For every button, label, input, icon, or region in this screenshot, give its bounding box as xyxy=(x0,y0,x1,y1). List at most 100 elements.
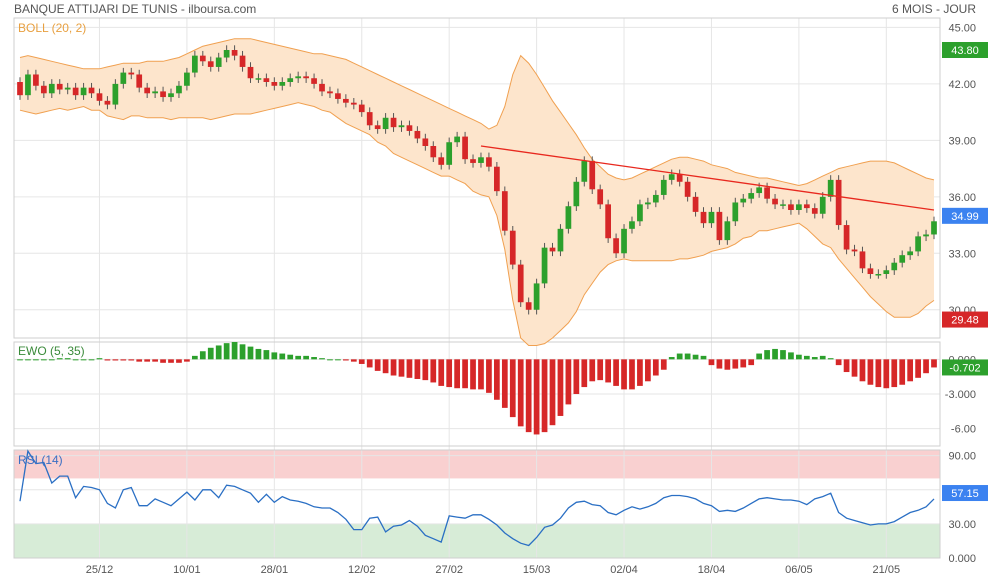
ewo-bar xyxy=(33,359,39,361)
candle-body xyxy=(303,76,309,79)
candle-body xyxy=(907,251,914,256)
ewo-bar xyxy=(748,359,755,366)
ewo-bar xyxy=(223,343,230,360)
ewo-bar xyxy=(796,354,802,360)
ewo-bar xyxy=(637,359,643,386)
candle-body xyxy=(263,78,270,82)
candle-body xyxy=(811,208,818,214)
ewo-bar xyxy=(271,352,278,360)
rsi-overbought-zone xyxy=(14,450,940,479)
ewo-bar xyxy=(875,359,882,388)
candle-body xyxy=(350,102,357,105)
ewo-bar xyxy=(700,355,707,360)
ewo-bar xyxy=(692,354,699,360)
ewo-bar xyxy=(319,358,325,360)
candle-body xyxy=(740,198,747,203)
candle-body xyxy=(168,93,174,98)
candle-body xyxy=(700,211,707,224)
candle-body xyxy=(17,82,23,96)
ewo-bar xyxy=(533,359,540,435)
ewo-bar xyxy=(48,359,55,361)
x-tick-label: 18/04 xyxy=(698,564,726,576)
ewo-bar xyxy=(152,359,158,362)
ewo-bar xyxy=(660,359,667,370)
bollinger-lower-line xyxy=(19,102,935,346)
ewo-bar xyxy=(311,357,317,360)
ewo-bar xyxy=(342,359,349,361)
candle-body xyxy=(684,181,691,197)
ewo-bar xyxy=(112,359,119,361)
candle-body xyxy=(899,255,906,263)
candle-body xyxy=(358,104,365,113)
ewo-badge xyxy=(942,359,988,376)
ewo-bar xyxy=(645,359,651,382)
ewo-y-tick-label: -3.000 xyxy=(945,389,976,401)
ewo-bar xyxy=(470,359,476,390)
candle-body xyxy=(112,83,119,105)
rsi-y-tick-label: 0.000 xyxy=(948,553,976,565)
ewo-bar xyxy=(859,359,866,382)
price-badge xyxy=(942,207,988,224)
rsi-indicator-label: RSI (14) xyxy=(18,453,63,467)
ewo-bar xyxy=(358,359,365,364)
ewo-bar xyxy=(708,359,715,366)
panel-frame-2 xyxy=(13,449,941,559)
candle-body xyxy=(581,161,588,182)
candle-body xyxy=(374,125,381,130)
candle-body xyxy=(764,187,770,199)
ewo-bar xyxy=(764,350,770,360)
candle-body xyxy=(136,74,143,88)
ewo-bar xyxy=(176,359,182,363)
ewo-bar xyxy=(199,351,206,360)
ewo-bar xyxy=(40,359,47,361)
price-y-tick-label: 39.00 xyxy=(948,135,976,147)
candle-body xyxy=(184,72,190,86)
ewo-bar xyxy=(263,350,270,360)
ewo-bar xyxy=(168,359,174,363)
ewo-bar xyxy=(104,359,111,361)
ewo-bar xyxy=(56,358,63,360)
candle-body xyxy=(565,206,572,229)
ewo-bar xyxy=(350,359,357,362)
rsi-y-tick-label: 30.00 xyxy=(948,519,976,531)
candle-body xyxy=(931,221,937,235)
candle-body xyxy=(366,112,373,126)
candle-body xyxy=(414,130,421,139)
ewo-bar xyxy=(915,359,921,378)
candle-body xyxy=(573,181,580,207)
ewo-bar xyxy=(899,359,906,385)
candle-body xyxy=(255,78,262,80)
x-tick-label: 06/05 xyxy=(785,564,813,576)
candle-body xyxy=(692,196,699,212)
ewo-y-tick-label: -6.00 xyxy=(951,424,976,436)
x-tick-label: 27/02 xyxy=(435,564,463,576)
ewo-bar xyxy=(231,342,238,360)
candle-body xyxy=(589,161,596,190)
ewo-bar xyxy=(406,359,413,378)
ewo-bar xyxy=(780,350,786,360)
candle-body xyxy=(851,249,858,252)
candle-body xyxy=(867,268,874,274)
ewo-bar xyxy=(883,359,890,389)
ewo-bar xyxy=(557,359,564,416)
ewo-bar xyxy=(295,355,302,360)
ewo-bar xyxy=(255,348,262,360)
ewo-bar xyxy=(414,359,421,379)
x-tick-label: 10/01 xyxy=(173,564,201,576)
candle-body xyxy=(406,125,413,131)
candle-body xyxy=(501,191,508,231)
ewo-bar xyxy=(120,359,127,361)
candle-body xyxy=(64,87,71,90)
candle-body xyxy=(327,91,333,94)
ewo-bar xyxy=(144,359,151,362)
candle-body xyxy=(430,146,437,158)
rsi-oversold-zone xyxy=(14,523,940,558)
ewo-bar xyxy=(501,359,508,408)
ewo-bar xyxy=(843,359,850,373)
candle-body xyxy=(390,117,397,128)
candle-body xyxy=(676,174,683,182)
ewo-bar xyxy=(509,359,516,418)
candle-body xyxy=(382,117,389,130)
candle-body xyxy=(207,61,214,67)
